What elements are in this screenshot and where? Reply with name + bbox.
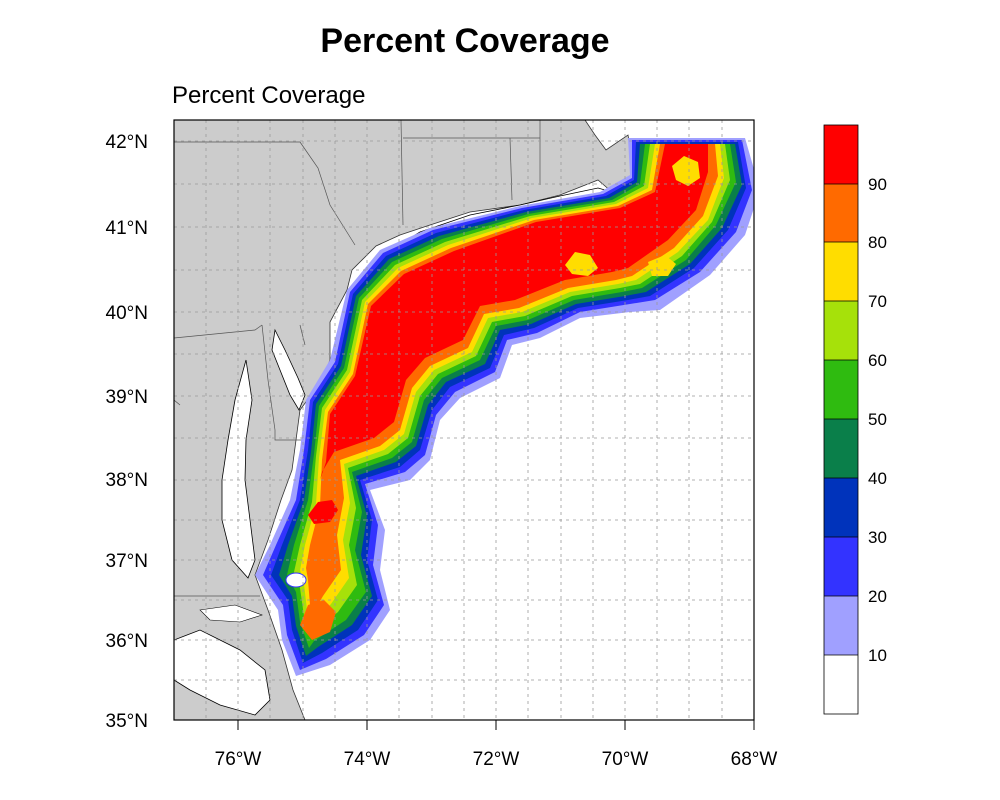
colorbar-label: 40 bbox=[868, 469, 887, 488]
contour-80-southern-core bbox=[300, 600, 336, 640]
tick-marks bbox=[237, 720, 755, 730]
colorbar-box-3 bbox=[824, 478, 858, 537]
delaware-bay bbox=[271, 328, 306, 411]
colorbar-box-5 bbox=[824, 360, 858, 419]
no-data-hole bbox=[285, 572, 307, 588]
map-frame bbox=[173, 119, 755, 721]
colorbar-box-6 bbox=[824, 301, 858, 360]
y-tick-label: 40°N bbox=[106, 303, 148, 324]
contour-70-southeast-patch bbox=[648, 255, 676, 276]
x-tick-label: 68°W bbox=[731, 749, 778, 770]
x-tick-label: 72°W bbox=[473, 749, 520, 770]
pamlico-sound bbox=[174, 629, 271, 716]
y-tick-label: 39°N bbox=[106, 387, 148, 408]
x-tick-label: 74°W bbox=[344, 749, 391, 770]
x-tick-label: 76°W bbox=[215, 749, 262, 770]
colorbar-box-0 bbox=[824, 655, 858, 714]
colorbar-box-8 bbox=[824, 184, 858, 242]
state-boundaries bbox=[174, 120, 541, 597]
plot-title: Percent Coverage bbox=[320, 22, 610, 60]
contour-70-east-patch bbox=[672, 156, 700, 186]
colorbar-label: 60 bbox=[868, 351, 887, 370]
colorbar-label: 90 bbox=[868, 175, 887, 194]
colorbar-label: 50 bbox=[868, 410, 887, 429]
colorbar: 10 20 30 40 50 60 70 80 90 bbox=[823, 124, 887, 715]
colorbar-label: 30 bbox=[868, 528, 887, 547]
contour-90-southern-blob bbox=[308, 500, 338, 524]
colorbar-box-4 bbox=[824, 419, 858, 478]
colorbar-label: 70 bbox=[868, 292, 887, 311]
contour-90 bbox=[320, 144, 708, 480]
y-tick-label: 38°N bbox=[106, 470, 148, 491]
y-tick-label: 36°N bbox=[106, 631, 148, 652]
x-tick-label: 70°W bbox=[602, 749, 649, 770]
colorbar-label: 80 bbox=[868, 233, 887, 252]
colorbar-label: 10 bbox=[868, 646, 887, 665]
albemarle-sound bbox=[199, 604, 263, 623]
colorbar-box-1 bbox=[824, 596, 858, 655]
colorbar-label: 20 bbox=[868, 587, 887, 606]
y-tick-label: 35°N bbox=[106, 711, 148, 732]
y-tick-label: 42°N bbox=[106, 132, 148, 153]
graticule bbox=[174, 120, 754, 720]
y-tick-label: 41°N bbox=[106, 218, 148, 239]
colorbar-box-9 bbox=[824, 125, 858, 184]
colorbar-box-2 bbox=[824, 537, 858, 596]
colorbar-box-7 bbox=[824, 242, 858, 301]
y-tick-label: 37°N bbox=[106, 551, 148, 572]
plot-subtitle: Percent Coverage bbox=[172, 82, 366, 109]
chesapeake-bay bbox=[221, 359, 256, 579]
